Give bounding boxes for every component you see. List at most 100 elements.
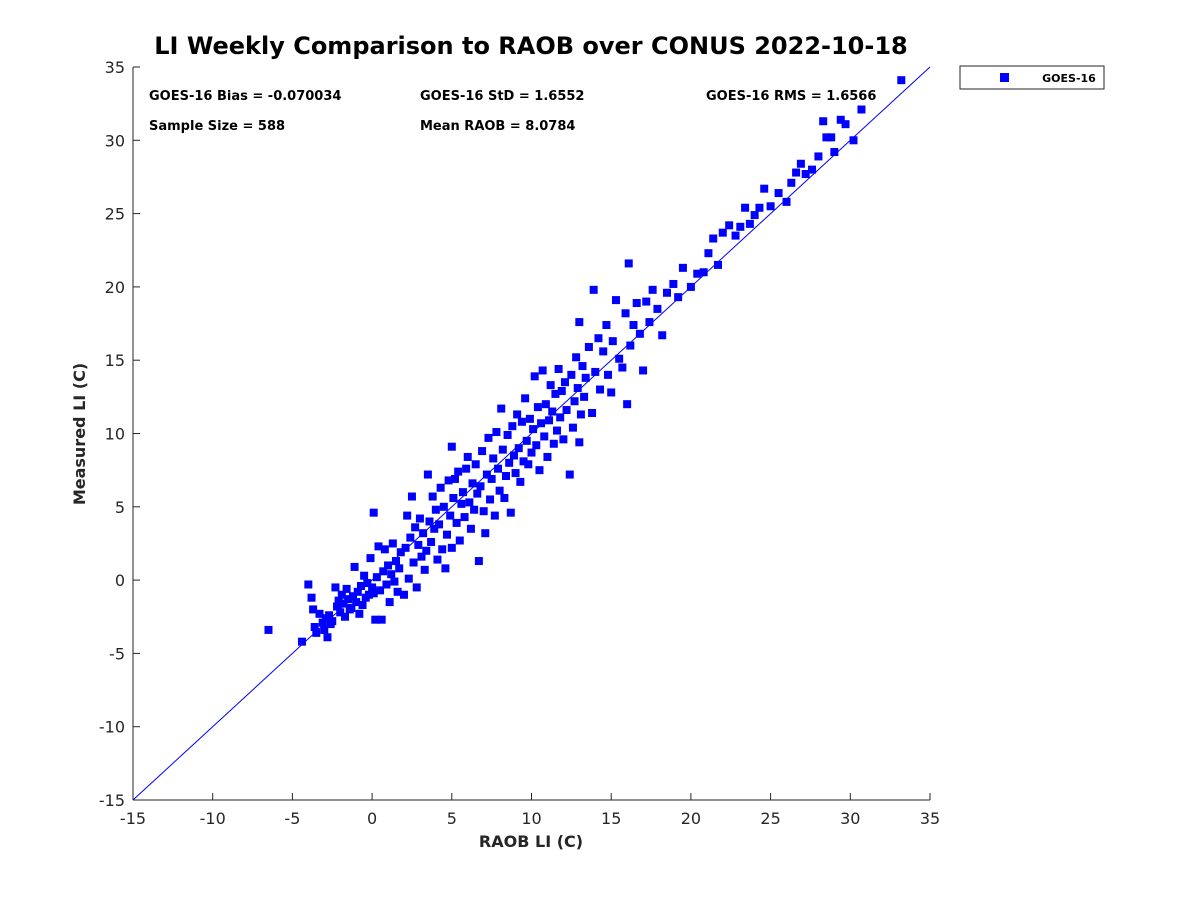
data-point — [374, 542, 383, 551]
x-axis-label: RAOB LI (C) — [479, 832, 583, 851]
data-point — [422, 546, 431, 555]
data-point — [450, 474, 459, 483]
x-tick-label: 25 — [760, 809, 780, 828]
data-point — [632, 299, 641, 308]
data-point — [560, 378, 569, 387]
data-point — [709, 234, 718, 243]
data-point — [420, 565, 429, 574]
y-tick-label: 5 — [115, 498, 125, 517]
data-point — [465, 498, 474, 507]
data-point — [591, 367, 600, 376]
data-point — [310, 623, 319, 632]
data-point — [435, 520, 444, 529]
data-point — [328, 617, 337, 626]
y-tick-label: 30 — [105, 131, 125, 150]
data-point — [387, 570, 396, 579]
y-tick-label: 0 — [115, 571, 125, 590]
data-point — [498, 445, 507, 454]
data-point — [392, 557, 401, 566]
data-point — [553, 426, 562, 435]
data-point — [333, 602, 342, 611]
data-point — [857, 105, 866, 114]
data-point — [458, 488, 467, 497]
data-point — [356, 581, 365, 590]
data-point — [443, 530, 452, 539]
data-point — [466, 524, 475, 533]
data-point — [479, 507, 488, 516]
data-point — [713, 260, 722, 269]
data-point — [312, 628, 321, 637]
data-point — [360, 571, 369, 580]
data-point — [725, 221, 734, 230]
data-point — [315, 609, 324, 618]
data-point — [658, 331, 667, 340]
data-point — [419, 529, 428, 538]
data-point — [792, 168, 801, 177]
data-point — [578, 362, 587, 371]
x-tick-label: 10 — [521, 809, 541, 828]
data-point — [455, 536, 464, 545]
data-point — [760, 184, 769, 193]
data-point — [490, 511, 499, 520]
data-point — [430, 524, 439, 533]
y-tick-label: 15 — [105, 351, 125, 370]
data-point — [567, 370, 576, 379]
data-point — [607, 388, 616, 397]
data-point — [364, 590, 373, 599]
data-point — [393, 587, 402, 596]
data-point — [508, 422, 517, 431]
data-point — [608, 337, 617, 346]
data-point — [481, 529, 490, 538]
data-point — [745, 219, 754, 228]
data-point — [307, 593, 316, 602]
data-point — [497, 404, 506, 413]
x-tick-label: 0 — [367, 809, 377, 828]
data-point — [559, 435, 568, 444]
data-point — [487, 474, 496, 483]
data-point — [524, 460, 533, 469]
legend-box — [959, 65, 1105, 90]
data-point — [503, 430, 512, 439]
data-point — [533, 403, 542, 412]
data-point — [404, 574, 413, 583]
data-point — [517, 417, 526, 426]
data-point — [573, 384, 582, 393]
data-point — [674, 293, 683, 302]
data-point — [572, 353, 581, 362]
stats-annotations: GOES-16 Bias = -0.070034 GOES-16 StD = 1… — [149, 89, 876, 134]
data-point — [425, 517, 434, 526]
data-point — [897, 76, 906, 85]
data-point — [411, 523, 420, 532]
data-point — [648, 285, 657, 294]
data-point — [478, 447, 487, 456]
data-point — [489, 454, 498, 463]
data-point — [827, 133, 836, 142]
data-point — [337, 590, 346, 599]
data-point — [412, 583, 421, 592]
data-points — [264, 76, 906, 646]
data-point — [449, 494, 458, 503]
data-point — [399, 590, 408, 599]
data-point — [495, 486, 504, 495]
data-point — [557, 386, 566, 395]
data-point — [463, 452, 472, 461]
data-point — [457, 499, 466, 508]
data-point — [369, 589, 378, 598]
data-point — [423, 470, 432, 479]
x-tick-label: 15 — [601, 809, 621, 828]
x-tick-label: -15 — [120, 809, 146, 828]
y-tick-label: -15 — [99, 791, 125, 810]
data-point — [368, 583, 377, 592]
data-point — [344, 595, 353, 604]
data-point — [336, 608, 345, 617]
data-point — [611, 296, 620, 305]
data-point — [529, 425, 538, 434]
data-point — [444, 476, 453, 485]
data-point — [693, 269, 702, 278]
data-point — [774, 189, 783, 198]
data-point — [548, 407, 557, 416]
data-point — [369, 508, 378, 517]
data-point — [513, 410, 522, 419]
data-point — [624, 259, 633, 268]
